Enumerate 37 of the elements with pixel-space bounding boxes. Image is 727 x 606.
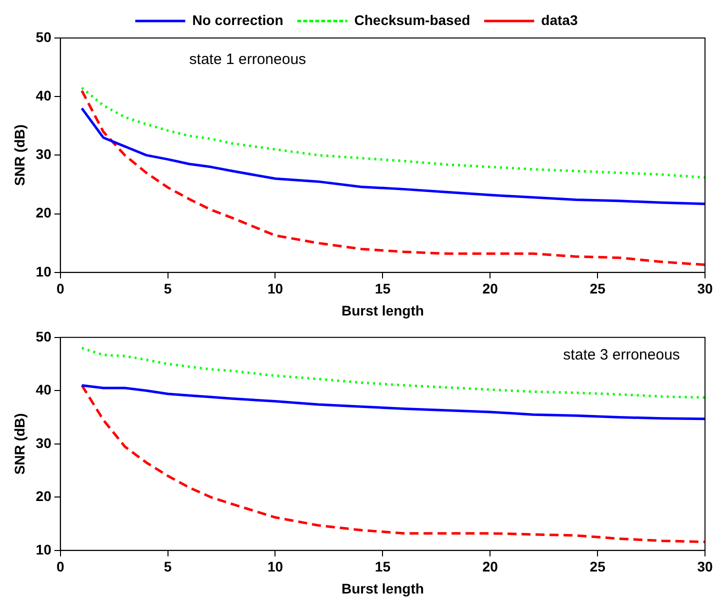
y-tick-label: 40	[36, 87, 52, 104]
x-tick-label: 15	[374, 280, 391, 297]
x-tick-label: 10	[267, 280, 284, 297]
y-axis-title: SNR (dB)	[11, 124, 28, 186]
line-series	[80, 86, 705, 179]
y-tick-label: 20	[36, 488, 52, 504]
x-axis-title: Burst length	[341, 302, 424, 318]
line-series	[80, 346, 705, 399]
legend-label: data3	[541, 12, 578, 28]
y-tick-label: 40	[36, 382, 52, 398]
x-tick-label: 0	[56, 280, 64, 297]
y-tick-label: 10	[36, 541, 52, 558]
line-series	[80, 384, 705, 544]
annotation: state 1 erroneous	[189, 51, 306, 68]
x-axis-title: Burst length	[341, 580, 424, 596]
y-tick-label: 50	[36, 328, 52, 344]
y-axis-title: SNR (dB)	[11, 413, 28, 475]
legend-label: No correction	[192, 12, 284, 28]
x-tick-label: 5	[164, 558, 172, 575]
y-tick-label: 30	[36, 146, 52, 162]
y-tick-label: 10	[36, 263, 52, 280]
annotation: state 3 erroneous	[563, 346, 680, 364]
line-series	[80, 89, 705, 266]
x-tick-label: 30	[697, 280, 713, 297]
y-tick-label: 50	[36, 28, 52, 45]
x-tick-label: 20	[482, 280, 498, 297]
x-tick-label: 25	[590, 558, 606, 575]
x-tick-label: 30	[697, 558, 713, 575]
x-tick-label: 25	[590, 280, 606, 297]
x-tick-label: 20	[482, 558, 498, 575]
x-tick-label: 15	[374, 558, 391, 575]
y-tick-label: 20	[36, 204, 52, 221]
x-tick-label: 10	[267, 558, 284, 575]
y-tick-label: 30	[36, 434, 52, 451]
legend-label: Checksum-based	[354, 12, 470, 28]
x-tick-label: 0	[56, 558, 64, 575]
x-tick-label: 5	[164, 280, 172, 297]
